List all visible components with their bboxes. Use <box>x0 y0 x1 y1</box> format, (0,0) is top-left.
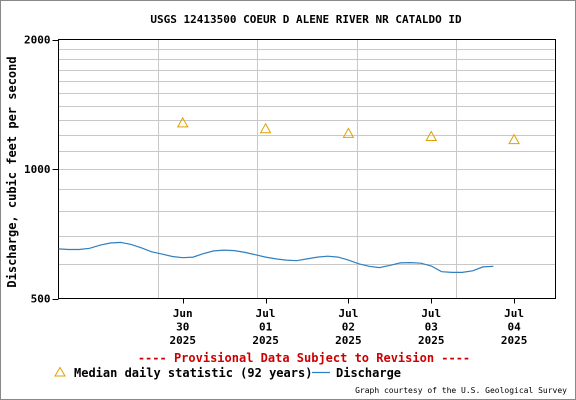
x-tick-label: 2025 <box>252 334 279 347</box>
x-tick-label: 2025 <box>501 334 528 347</box>
x-tick-label: Jul <box>256 307 276 320</box>
y-tick-label: 500 <box>31 293 51 306</box>
x-tick-label: 30 <box>176 321 189 334</box>
legend-median-label: Median daily statistic (92 years) <box>74 366 312 380</box>
median-marker <box>508 133 520 145</box>
y-axis-ticks: 500 1000 2000 <box>24 34 59 306</box>
x-tick-label: Jul <box>338 307 358 320</box>
x-tick-label: 2025 <box>335 334 362 347</box>
x-tick-label: 03 <box>425 321 438 334</box>
chart-title: USGS 12413500 COEUR D ALENE RIVER NR CAT… <box>150 13 462 26</box>
x-tick-label: Jul <box>421 307 441 320</box>
x-tick-label: Jun <box>173 307 193 320</box>
chart-grid <box>58 39 556 299</box>
median-marker <box>425 130 438 142</box>
x-axis-ticks: Jun302025Jul012025Jul022025Jul032025Jul0… <box>170 298 528 347</box>
median-marker <box>176 116 189 128</box>
median-marker <box>259 122 272 134</box>
y-tick-label: 1000 <box>24 163 51 176</box>
chart-legend: Median daily statistic (92 years) Discha… <box>54 366 401 380</box>
x-tick-label: 2025 <box>418 334 445 347</box>
median-marker <box>342 127 355 138</box>
chart-series <box>58 116 520 273</box>
y-tick-label: 2000 <box>24 34 51 47</box>
x-tick-label: Jul <box>504 307 524 320</box>
x-tick-label: 04 <box>507 321 521 334</box>
credit-text: Graph courtesy of the U.S. Geological Su… <box>355 386 567 395</box>
x-tick-label: 02 <box>342 321 355 334</box>
provisional-notice: ---- Provisional Data Subject to Revisio… <box>138 351 470 365</box>
x-tick-label: 01 <box>259 321 273 334</box>
legend-median-marker <box>54 366 66 377</box>
y-axis-label: Discharge, cubic feet per second <box>5 56 19 287</box>
legend-discharge-label: Discharge <box>336 366 401 380</box>
x-tick-label: 2025 <box>170 334 197 347</box>
discharge-line <box>58 241 494 273</box>
